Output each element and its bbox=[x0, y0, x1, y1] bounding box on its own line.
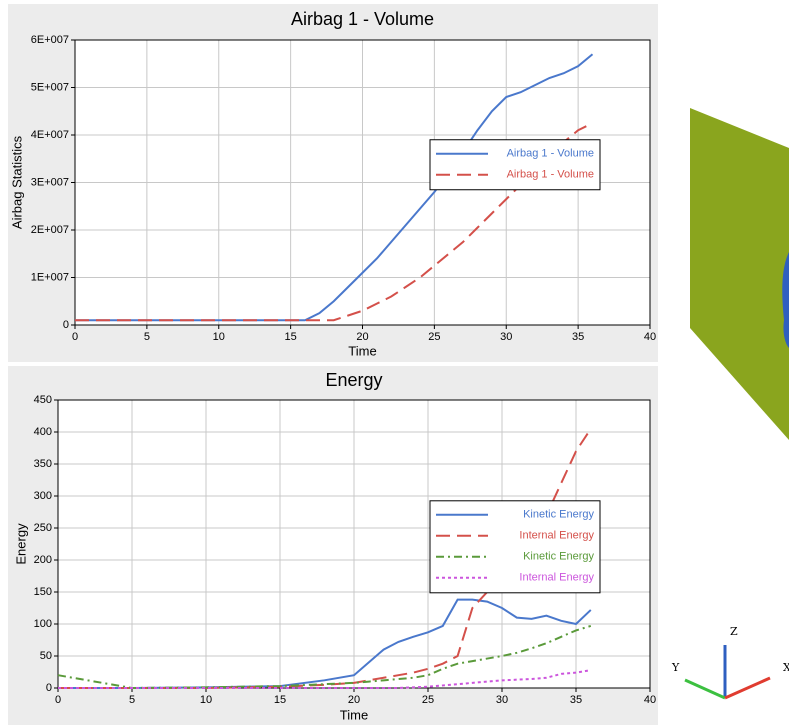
y-tick-label: 0 bbox=[46, 682, 52, 694]
x-tick-label: 20 bbox=[348, 694, 360, 706]
legend-label: Kinetic Energy bbox=[523, 509, 594, 521]
legend: Kinetic Energy Internal Energy Kinetic Ene… bbox=[430, 501, 600, 593]
x-tick-label: 40 bbox=[644, 331, 656, 343]
y-tick-label: 0 bbox=[63, 319, 69, 331]
x-tick-label: 5 bbox=[144, 331, 150, 343]
y-tick-label: 450 bbox=[34, 394, 52, 406]
legend-label: Kinetic Energy bbox=[523, 551, 594, 563]
y-axis-title: Airbag Statistics bbox=[9, 135, 24, 229]
y-tick-label: 200 bbox=[34, 554, 52, 566]
x-tick-label: 35 bbox=[572, 331, 584, 343]
x-tick-label: 15 bbox=[285, 331, 297, 343]
plate bbox=[690, 108, 789, 440]
y-tick-label: 300 bbox=[34, 490, 52, 502]
x-axis-label: X bbox=[783, 661, 789, 674]
y-axis bbox=[685, 680, 725, 698]
x-tick-label: 15 bbox=[274, 694, 286, 706]
x-tick-label: 35 bbox=[570, 694, 582, 706]
x-tick-label: 0 bbox=[72, 331, 78, 343]
x-axis-title: Time bbox=[348, 343, 376, 358]
screen: EnergyTimeEnergy050100150200250300350400… bbox=[0, 0, 789, 725]
y-tick-label: 150 bbox=[34, 586, 52, 598]
y-tick-label: 50 bbox=[40, 650, 52, 662]
x-tick-label: 0 bbox=[55, 694, 61, 706]
y-tick-label: 4E+007 bbox=[31, 129, 69, 141]
x-tick-label: 30 bbox=[496, 694, 508, 706]
x-tick-label: 40 bbox=[644, 694, 656, 706]
y-axis-title: Energy bbox=[13, 523, 28, 565]
y-tick-label: 400 bbox=[34, 426, 52, 438]
x-tick-label: 10 bbox=[200, 694, 212, 706]
y-tick-label: 350 bbox=[34, 458, 52, 470]
legend-label: Airbag 1 - Volume bbox=[507, 148, 594, 160]
legend-label: Internal Energy bbox=[519, 530, 594, 542]
y-tick-label: 100 bbox=[34, 618, 52, 630]
y-tick-label: 6E+007 bbox=[31, 34, 69, 46]
y-tick-label: 5E+007 bbox=[31, 81, 69, 93]
y-tick-label: 3E+007 bbox=[31, 176, 69, 188]
x-axis-title: Time bbox=[340, 707, 368, 722]
y-axis-label: Y bbox=[671, 661, 680, 674]
chart: Airbag 1 - Volume Time Airbag Statistics 0 1… bbox=[8, 4, 658, 362]
x-tick-label: 25 bbox=[422, 694, 434, 706]
chart-title: Energy bbox=[325, 370, 382, 390]
legend: Airbag 1 - Volume Airbag 1 - Volume bbox=[430, 140, 600, 190]
x-tick-label: 30 bbox=[500, 331, 512, 343]
z-axis-label: Z bbox=[730, 625, 738, 638]
model-view: X Y Z bbox=[671, 108, 789, 698]
x-tick-label: 20 bbox=[356, 331, 368, 343]
legend-label: Airbag 1 - Volume bbox=[507, 169, 594, 181]
chart-title: Airbag 1 - Volume bbox=[291, 9, 434, 29]
x-axis bbox=[725, 678, 770, 698]
y-tick-label: 1E+007 bbox=[31, 271, 69, 283]
legend-label: Internal Energy bbox=[519, 572, 594, 584]
y-tick-label: 250 bbox=[34, 522, 52, 534]
y-tick-label: 2E+007 bbox=[31, 224, 69, 236]
chart: EnergyTimeEnergy050100150200250300350400… bbox=[8, 366, 658, 725]
x-tick-label: 25 bbox=[428, 331, 440, 343]
x-tick-label: 10 bbox=[213, 331, 225, 343]
x-tick-label: 5 bbox=[129, 694, 135, 706]
